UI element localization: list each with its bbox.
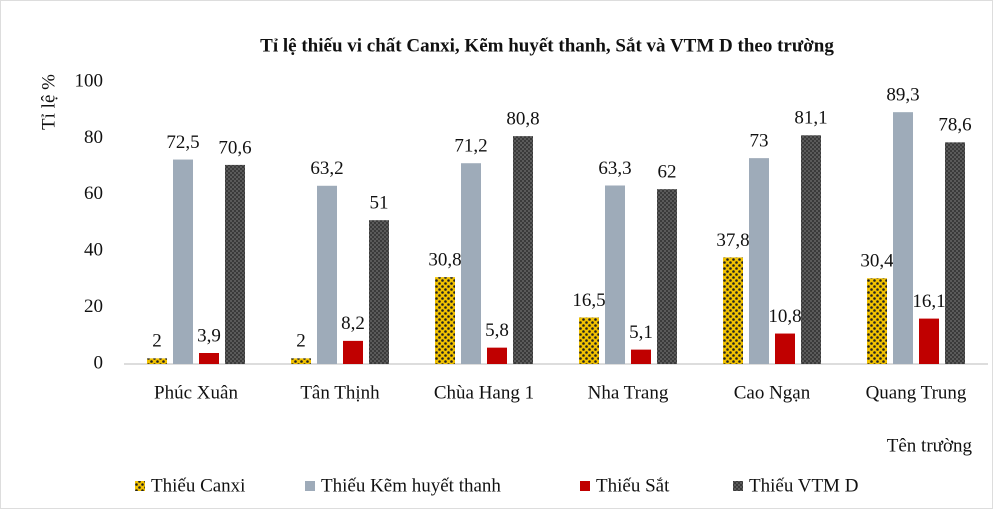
value-label: 80,8: [506, 109, 539, 130]
bar: [893, 112, 913, 364]
bar: [631, 349, 651, 364]
y-tick-label: 80: [84, 127, 103, 148]
value-label: 89,3: [886, 85, 919, 106]
bar: [343, 340, 363, 364]
y-tick-label: 20: [84, 296, 103, 317]
x-tick-label: Phúc Xuân: [154, 382, 238, 403]
value-label: 37,8: [716, 230, 749, 251]
bar: [225, 164, 245, 364]
value-label: 51: [370, 193, 389, 214]
legend-swatch: [305, 481, 315, 491]
bar: [749, 158, 769, 364]
value-label: 16,5: [572, 290, 605, 311]
bar: [919, 318, 939, 364]
bar: [801, 135, 821, 364]
legend-label: Thiếu Canxi: [151, 475, 245, 496]
bar: [513, 136, 533, 364]
y-tick-label: 0: [94, 352, 104, 373]
value-label: 72,5: [166, 132, 199, 153]
legend-label: Thiếu Kẽm huyết thanh: [321, 475, 501, 496]
y-tick-label: 40: [84, 240, 103, 261]
x-tick-label: Nha Trang: [588, 382, 669, 403]
bar: [317, 185, 337, 364]
bar: [657, 189, 677, 364]
value-label: 70,6: [218, 137, 251, 158]
x-axis-label: Tên trường: [887, 435, 973, 456]
bar: [723, 257, 743, 364]
bar: [291, 358, 311, 364]
value-label: 5,8: [485, 320, 509, 341]
x-tick-label: Cao Ngạn: [734, 382, 811, 403]
value-label: 30,8: [428, 250, 461, 271]
value-label: 2: [152, 331, 162, 352]
value-label: 10,8: [768, 306, 801, 327]
value-label: 30,4: [860, 251, 894, 272]
bar: [173, 159, 193, 364]
x-tick-label: Tân Thịnh: [300, 382, 380, 403]
legend-label: Thiếu Sắt: [596, 475, 670, 496]
bar: [369, 220, 389, 364]
value-label: 63,2: [310, 158, 343, 179]
y-axis-label: Tỉ lệ %: [38, 74, 59, 130]
y-tick-label: 60: [84, 183, 103, 204]
chart-title: Tỉ lệ thiếu vi chất Canxi, Kẽm huyết tha…: [260, 35, 834, 56]
legend-swatch: [733, 481, 743, 491]
value-label: 73: [750, 130, 769, 151]
bar: [487, 347, 507, 364]
bar: [945, 142, 965, 364]
bar: [435, 277, 455, 364]
bar: [605, 185, 625, 364]
bar: [579, 317, 599, 364]
value-label: 3,9: [197, 325, 221, 346]
value-label: 2: [296, 331, 306, 352]
legend-label: Thiếu VTM D: [749, 475, 858, 496]
x-tick-label: Chùa Hang 1: [434, 382, 534, 403]
bar: [147, 358, 167, 364]
value-label: 63,3: [598, 158, 631, 179]
bar: [199, 353, 219, 364]
value-label: 71,2: [454, 136, 487, 157]
legend-swatch: [135, 481, 145, 491]
y-tick-label: 100: [75, 70, 104, 91]
x-tick-label: Quang Trung: [866, 382, 967, 403]
bar: [461, 163, 481, 364]
bar: [775, 333, 795, 364]
value-label: 78,6: [938, 115, 971, 136]
value-label: 62: [658, 162, 677, 183]
value-label: 8,2: [341, 313, 365, 334]
bar: [867, 278, 887, 364]
legend-swatch: [580, 481, 590, 491]
value-label: 81,1: [794, 108, 827, 129]
value-label: 5,1: [629, 322, 653, 343]
value-label: 16,1: [912, 291, 945, 312]
